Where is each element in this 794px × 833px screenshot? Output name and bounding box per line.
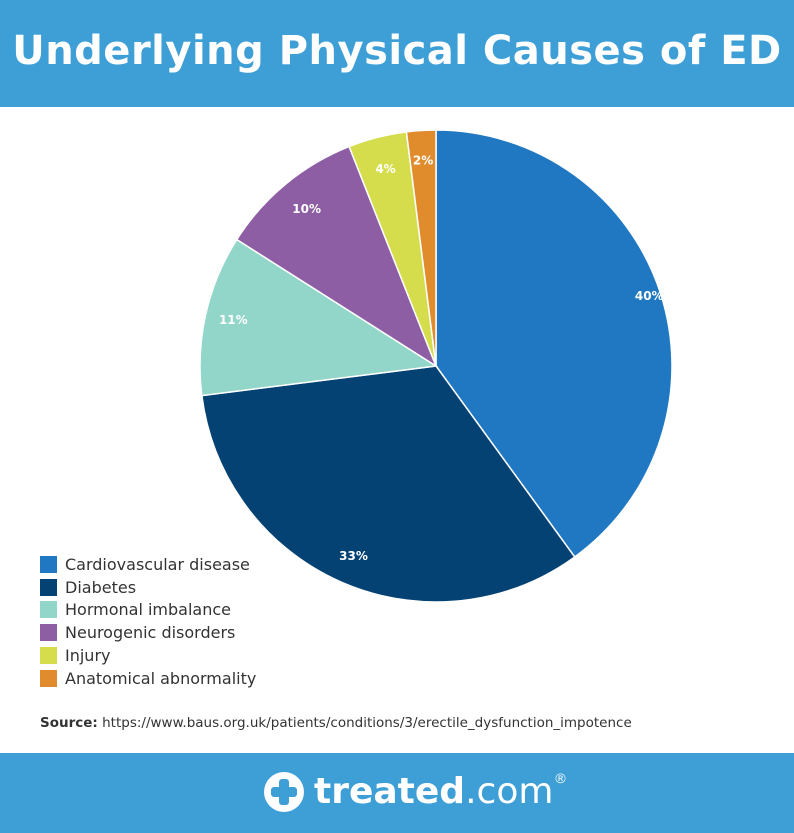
legend-label: Neurogenic disorders [65,623,236,643]
chart-legend: Cardiovascular disease Diabetes Hormonal i… [40,553,256,690]
slice-label-anatomical-abnormality: 2% [413,154,433,168]
legend-swatch [40,647,57,665]
legend-label: Anatomical abnormality [65,668,257,688]
legend-item: Diabetes [40,576,256,599]
legend-item: Cardiovascular disease [40,553,256,576]
legend-label: Cardiovascular disease [65,554,250,574]
slice-label-diabetes: 33% [339,549,368,563]
source-note: Source: https://www.baus.org.uk/patients… [40,715,632,731]
legend-label: Injury [65,646,111,666]
chart-title: Underlying Physical Causes of ED [12,28,782,74]
legend-item: Injury [40,644,256,667]
brand-name: treated [314,771,466,812]
pie-slice-hormonal-imbalance [199,238,439,397]
pie-slice-neurogenic-disorders [235,145,438,368]
legend-item: Hormonal imbalance [40,599,256,622]
footer-bar: treated .com ® [0,753,794,833]
pie-slice-cardiovascular-disease [435,129,673,558]
slice-label-neurogenic-disorders: 10% [292,202,321,216]
pie-slice-diabetes [201,365,576,603]
legend-swatch [40,578,57,596]
brand-logo[interactable]: treated .com ® [264,769,566,812]
slice-label-hormonal-imbalance: 11% [219,313,248,327]
legend-item: Anatomical abnormality [40,667,256,690]
legend-item: Neurogenic disorders [40,621,256,644]
source-label: Source: [40,715,98,731]
pie-chart: 40% 33% 11% 10% 4% 2% [199,129,673,603]
legend-swatch [40,601,57,619]
legend-swatch [40,555,57,573]
brand-registered-mark: ® [555,769,566,786]
brand-tld: .com [465,771,554,812]
source-url[interactable]: https://www.baus.org.uk/patients/conditi… [102,715,632,731]
slice-label-injury: 4% [375,162,395,176]
legend-label: Hormonal imbalance [65,600,231,620]
plus-icon [264,771,304,812]
pie-slice-anatomical-abnormality [405,129,437,367]
slice-label-cardiovascular-disease: 40% [635,289,664,303]
legend-swatch [40,624,57,642]
header-bar: Underlying Physical Causes of ED [0,0,794,107]
legend-swatch [40,669,57,687]
legend-label: Diabetes [65,577,137,597]
